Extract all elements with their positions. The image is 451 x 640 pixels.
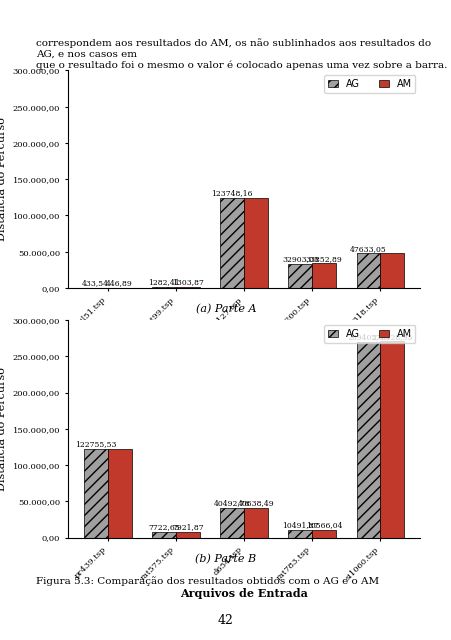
Text: 10566,04: 10566,04 [305,521,342,529]
Bar [220,508,244,538]
Text: 7722,65: 7722,65 [148,524,179,531]
Text: (a) Parte A: (a) Parte A [195,304,256,314]
Bar [175,287,199,288]
Text: 10491,87: 10491,87 [281,521,318,529]
Bar [220,198,244,288]
Text: 40638,49: 40638,49 [237,499,274,508]
Bar [152,287,175,288]
Text: 47633,05: 47633,05 [350,244,386,253]
Bar [356,253,380,288]
Bar [244,508,267,538]
Legend: AG, AM: AG, AM [323,76,414,93]
Text: Figura 5.3: Comparação dos resultados obtidos com o AG e o AM: Figura 5.3: Comparação dos resultados ob… [36,576,378,586]
Text: 446,89: 446,89 [106,279,133,287]
Bar [288,264,312,288]
Y-axis label: Distância do Percurso: Distância do Percurso [0,117,7,241]
Bar [312,264,336,288]
Text: 122755,53: 122755,53 [75,440,116,448]
Text: 269405,80: 269405,80 [347,333,388,342]
Y-axis label: Distância do Percurso: Distância do Percurso [0,367,7,491]
Bar [356,342,380,538]
X-axis label: Arquivos de Entrada: Arquivos de Entrada [180,344,307,355]
Text: 40492,78: 40492,78 [213,499,250,508]
Bar [152,532,175,538]
Text: 1303,87: 1303,87 [171,278,203,286]
Text: 33852,89: 33852,89 [305,255,342,263]
Bar [175,532,199,538]
Legend: AG, AM: AG, AM [323,325,414,342]
Text: 32903,05: 32903,05 [281,255,318,264]
Text: 433,54: 433,54 [82,279,109,287]
Text: correspondem aos resultados do AM, os não sublinhados aos resultados do AG, e no: correspondem aos resultados do AM, os nã… [36,38,446,70]
Bar [380,342,404,538]
Text: (b) Parte B: (b) Parte B [195,554,256,564]
Bar [312,530,336,538]
Bar [244,198,267,288]
Bar [83,449,107,538]
Text: 1282,41: 1282,41 [148,278,179,286]
Bar [107,449,131,538]
Bar [380,253,404,288]
X-axis label: Arquivos de Entrada: Arquivos de Entrada [180,588,307,598]
Bar [288,530,312,538]
Text: 270428,95: 270428,95 [371,333,412,340]
Text: 42: 42 [217,614,234,627]
Text: 123748,16: 123748,16 [211,189,253,198]
Text: 7921,87: 7921,87 [172,523,203,531]
